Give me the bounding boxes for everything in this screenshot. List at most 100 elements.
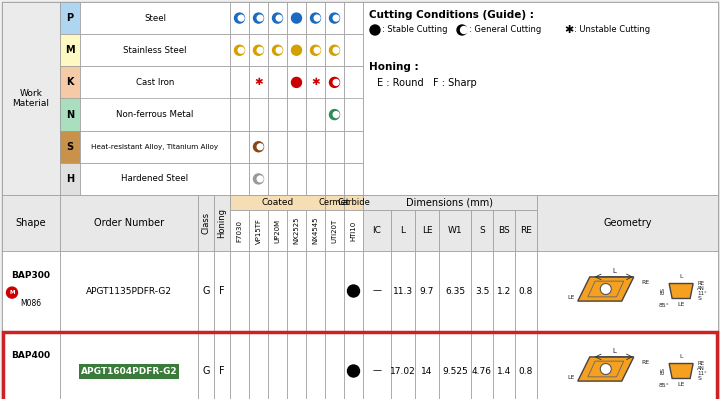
Bar (249, 99, 268, 130)
Bar (60, 251, 198, 331)
Bar (287, 34, 306, 66)
Bar (363, 251, 391, 331)
Circle shape (314, 15, 320, 21)
Bar (471, 331, 493, 399)
Circle shape (330, 45, 340, 55)
Bar (230, 251, 249, 331)
Bar (344, 2, 363, 34)
Text: M086: M086 (20, 298, 42, 308)
Text: 0.8: 0.8 (519, 367, 534, 375)
Text: Honing :: Honing : (369, 62, 418, 72)
Bar (60, 130, 80, 163)
Text: Steel: Steel (144, 14, 166, 23)
Bar (493, 331, 515, 399)
Text: Dimensions (mm): Dimensions (mm) (407, 198, 493, 207)
Bar (344, 34, 363, 66)
Bar (2, 331, 60, 399)
Text: K: K (66, 77, 73, 87)
Text: Non-ferrous Metal: Non-ferrous Metal (117, 110, 194, 119)
Bar (230, 66, 249, 99)
Polygon shape (669, 363, 693, 379)
Text: RE: RE (642, 280, 650, 285)
Circle shape (276, 47, 282, 53)
Text: Cermet: Cermet (319, 198, 350, 207)
Bar (306, 210, 325, 251)
Bar (306, 34, 325, 66)
Text: 11.3: 11.3 (393, 286, 413, 296)
Text: LE: LE (567, 295, 575, 300)
Text: : General Cutting: : General Cutting (469, 26, 541, 34)
Text: Coated: Coated (261, 198, 294, 207)
Text: ✱: ✱ (254, 77, 263, 87)
Bar (287, 130, 306, 163)
Circle shape (253, 13, 264, 23)
Text: Shape: Shape (16, 218, 46, 228)
Circle shape (457, 25, 467, 35)
Text: AN
11°: AN 11° (697, 365, 707, 376)
Text: 85°: 85° (659, 303, 670, 308)
Text: L: L (400, 226, 405, 235)
Bar (471, 251, 493, 331)
Circle shape (461, 26, 467, 34)
Bar (230, 210, 249, 251)
Bar (325, 210, 344, 251)
Text: 3.5: 3.5 (474, 286, 489, 296)
Text: H: H (66, 174, 74, 184)
Text: NX2525: NX2525 (294, 217, 300, 244)
Bar (268, 210, 287, 251)
Circle shape (257, 15, 263, 21)
Bar (80, 163, 230, 195)
Bar (306, 2, 325, 34)
Bar (415, 331, 439, 399)
Bar (537, 251, 718, 331)
Bar (80, 130, 230, 163)
Bar (415, 251, 439, 331)
Bar (249, 331, 268, 399)
Text: BS: BS (660, 288, 665, 294)
Bar (2, 2, 60, 195)
Bar (268, 163, 287, 195)
Text: 9.7: 9.7 (420, 286, 434, 296)
Text: LE: LE (678, 302, 685, 307)
Bar (249, 163, 268, 195)
Text: NX4545: NX4545 (312, 217, 318, 244)
Text: F7030: F7030 (236, 219, 243, 241)
Text: 1.4: 1.4 (497, 367, 511, 375)
Bar (230, 130, 249, 163)
Text: —: — (372, 367, 382, 375)
Bar (515, 251, 537, 331)
Bar (268, 99, 287, 130)
Bar (363, 210, 391, 251)
Bar (363, 331, 391, 399)
Bar (391, 331, 415, 399)
Text: BS: BS (660, 367, 665, 375)
Bar (325, 130, 344, 163)
Bar (80, 66, 230, 99)
Circle shape (235, 45, 245, 55)
Bar (249, 34, 268, 66)
Bar (287, 210, 306, 251)
Bar (471, 210, 493, 251)
Text: Honing: Honing (217, 208, 227, 238)
Circle shape (310, 13, 320, 23)
Bar (214, 195, 230, 251)
Bar (325, 66, 344, 99)
Bar (306, 99, 325, 130)
Circle shape (333, 79, 339, 85)
Circle shape (348, 365, 359, 377)
Circle shape (292, 77, 302, 87)
Bar (268, 251, 287, 331)
Bar (268, 34, 287, 66)
Bar (391, 210, 415, 251)
Bar (249, 251, 268, 331)
Bar (249, 210, 268, 251)
Bar (344, 99, 363, 130)
Circle shape (333, 15, 339, 21)
Bar (344, 130, 363, 163)
Circle shape (292, 13, 302, 23)
Circle shape (257, 47, 263, 53)
Bar (230, 195, 325, 210)
Text: HTi10: HTi10 (351, 220, 356, 241)
Text: Work
Material: Work Material (12, 89, 50, 108)
Circle shape (348, 285, 359, 297)
